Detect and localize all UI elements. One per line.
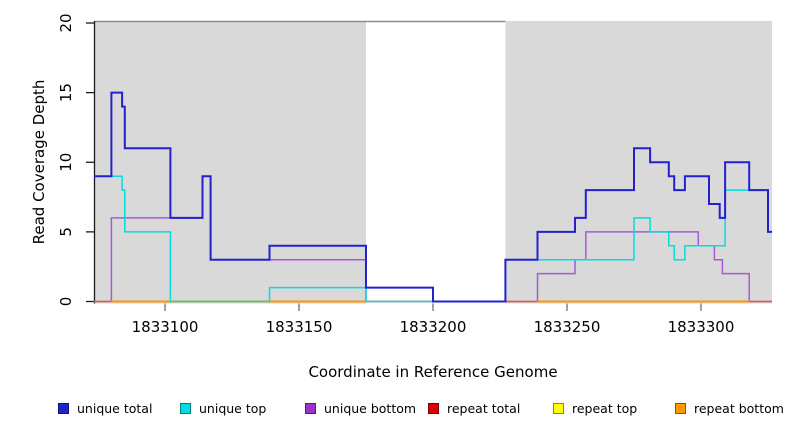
legend-label: repeat top [572,400,638,416]
y-tick-label: 0 [57,297,75,307]
y-tick-label: 15 [57,83,75,102]
legend-label: unique total [77,400,153,416]
legend-swatch-icon [675,402,686,414]
x-tick-label: 1833200 [400,318,467,336]
coverage-chart: 0 5 10 15 20 1833100 1833150 1833200 1833250 1833… [30,13,772,381]
chart-legend: unique total unique top unique bottom repea… [0,397,792,423]
x-tick-label: 1833300 [668,318,735,336]
legend-item-unique-bottom: unique bottom [305,397,416,419]
y-axis-title: Read Coverage Depth [30,80,48,245]
axes [86,20,702,311]
y-tick-label: 5 [57,227,75,237]
coverage-series-lines [94,91,772,303]
series-line-unique-total [94,91,772,303]
legend-swatch-icon [305,402,316,414]
legend-label: unique bottom [324,400,417,416]
legend-swatch-icon [180,402,191,414]
x-tick-label: 1833250 [534,318,601,336]
x-tick-label: 1833100 [132,318,199,336]
legend-swatch-icon [58,402,69,414]
x-axis-title: Coordinate in Reference Genome [308,363,557,381]
y-tick-label: 10 [57,153,75,172]
legend-label: unique top [199,400,267,416]
shaded-regions [94,21,772,304]
legend-swatch-icon [553,402,564,414]
legend-label: repeat bottom [694,400,784,416]
legend-item-unique-top: unique top [180,397,266,419]
x-tick-label: 1833150 [266,318,333,336]
tick-labels: 0 5 10 15 20 1833100 1833150 1833200 1833250 1833… [57,13,734,336]
legend-swatch-icon [428,402,439,414]
legend-item-repeat-total: repeat total [428,397,520,419]
legend-item-repeat-bottom: repeat bottom [675,397,784,419]
legend-item-repeat-top: repeat top [553,397,637,419]
shaded-region [94,21,367,304]
y-tick-label: 20 [57,13,75,32]
legend-item-unique-total: unique total [58,397,152,419]
series-line-unique-top [94,175,772,303]
legend-label: repeat total [447,400,521,416]
